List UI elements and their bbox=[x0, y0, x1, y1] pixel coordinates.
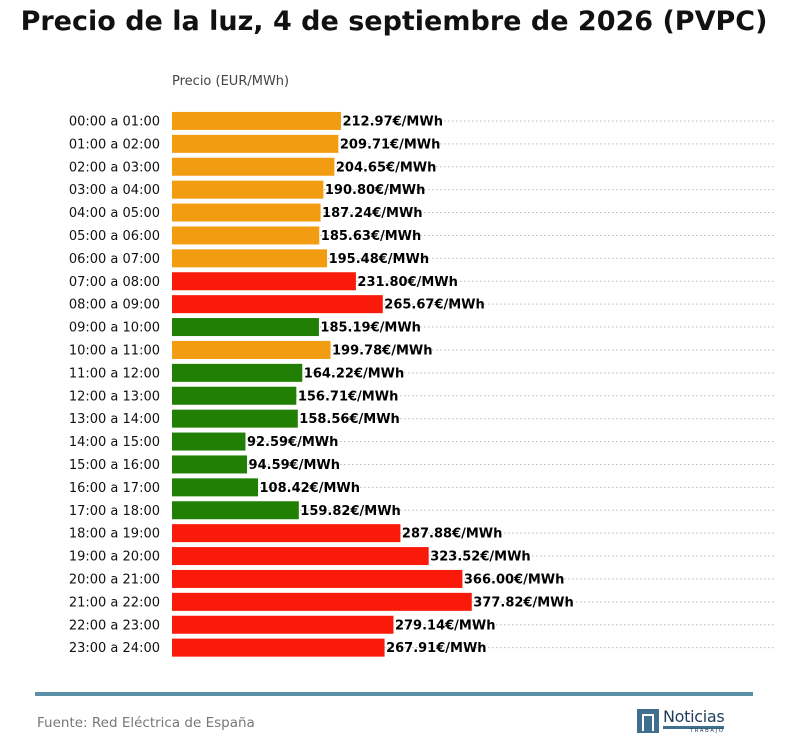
bar-13 bbox=[172, 409, 298, 428]
category-label: 04:00 a 05:00 bbox=[69, 206, 160, 221]
bar-4 bbox=[172, 203, 321, 222]
logo-mark-icon bbox=[637, 709, 659, 733]
source-note: Fuente: Red Eléctrica de España bbox=[37, 715, 255, 731]
bar-9 bbox=[172, 318, 319, 337]
bar-10 bbox=[172, 340, 331, 359]
value-label: 204.65€/MWh bbox=[336, 160, 437, 175]
value-label: 108.42€/MWh bbox=[260, 481, 361, 496]
logo-name: Noticias bbox=[663, 707, 725, 726]
bar-14 bbox=[172, 432, 246, 451]
bar-15 bbox=[172, 455, 248, 474]
bar-3 bbox=[172, 180, 324, 199]
category-label: 18:00 a 19:00 bbox=[69, 527, 160, 542]
value-label: 209.71€/MWh bbox=[340, 137, 441, 152]
logo-subtitle: TRABAJO bbox=[663, 726, 725, 735]
category-label: 22:00 a 23:00 bbox=[69, 618, 160, 633]
category-label: 20:00 a 21:00 bbox=[69, 572, 160, 587]
bar-5 bbox=[172, 226, 320, 245]
value-label: 159.82€/MWh bbox=[300, 504, 401, 519]
bar-6 bbox=[172, 249, 328, 268]
value-label: 195.48€/MWh bbox=[329, 252, 430, 267]
bar-8 bbox=[172, 295, 383, 314]
value-label: 185.19€/MWh bbox=[320, 321, 421, 336]
footer-divider bbox=[35, 692, 753, 696]
value-label: 92.59€/MWh bbox=[247, 435, 338, 450]
value-label: 231.80€/MWh bbox=[357, 275, 458, 290]
category-label: 19:00 a 20:00 bbox=[69, 550, 160, 565]
bar-19 bbox=[172, 547, 429, 566]
bar-7 bbox=[172, 272, 356, 291]
bar-17 bbox=[172, 501, 299, 520]
value-label: 187.24€/MWh bbox=[322, 206, 423, 221]
category-label: 11:00 a 12:00 bbox=[69, 366, 160, 381]
category-label: 03:00 a 04:00 bbox=[69, 183, 160, 198]
category-label: 14:00 a 15:00 bbox=[69, 435, 160, 450]
bar-1 bbox=[172, 134, 339, 153]
category-label: 08:00 a 09:00 bbox=[69, 298, 160, 313]
bar-21 bbox=[172, 592, 472, 611]
category-label: 12:00 a 13:00 bbox=[69, 389, 160, 404]
category-label: 21:00 a 22:00 bbox=[69, 595, 160, 610]
category-label: 05:00 a 06:00 bbox=[69, 229, 160, 244]
bar-11 bbox=[172, 363, 303, 382]
value-label: 94.59€/MWh bbox=[249, 458, 340, 473]
bar-0 bbox=[172, 111, 341, 130]
category-label: 17:00 a 18:00 bbox=[69, 504, 160, 519]
value-label: 265.67€/MWh bbox=[384, 298, 485, 313]
category-label: 01:00 a 02:00 bbox=[69, 137, 160, 152]
value-label: 164.22€/MWh bbox=[304, 366, 405, 381]
category-label: 13:00 a 14:00 bbox=[69, 412, 160, 427]
value-label: 156.71€/MWh bbox=[298, 389, 399, 404]
value-label: 323.52€/MWh bbox=[430, 550, 531, 565]
bar-16 bbox=[172, 478, 259, 497]
chart-title: Precio de la luz, 4 de septiembre de 202… bbox=[20, 6, 768, 37]
category-label: 07:00 a 08:00 bbox=[69, 275, 160, 290]
value-label: 267.91€/MWh bbox=[386, 641, 487, 656]
category-label: 16:00 a 17:00 bbox=[69, 481, 160, 496]
value-label: 158.56€/MWh bbox=[299, 412, 400, 427]
category-label: 23:00 a 24:00 bbox=[69, 641, 160, 656]
value-label: 279.14€/MWh bbox=[395, 618, 496, 633]
noticias-trabajo-logo: Noticias TRABAJO bbox=[637, 707, 725, 735]
category-label: 09:00 a 10:00 bbox=[69, 321, 160, 336]
value-label: 212.97€/MWh bbox=[342, 114, 443, 129]
bar-12 bbox=[172, 386, 297, 405]
value-label: 366.00€/MWh bbox=[464, 572, 564, 587]
value-label: 287.88€/MWh bbox=[402, 527, 503, 542]
category-label: 00:00 a 01:00 bbox=[69, 114, 160, 129]
value-label: 377.82€/MWh bbox=[473, 595, 574, 610]
category-label: 02:00 a 03:00 bbox=[69, 160, 160, 175]
bar-chart: 00:00 a 01:00 212.97€/MWh 01:00 a 02:00 209… bbox=[69, 111, 775, 657]
bar-18 bbox=[172, 524, 401, 543]
value-label: 190.80€/MWh bbox=[325, 183, 426, 198]
value-label: 199.78€/MWh bbox=[332, 343, 433, 358]
category-label: 06:00 a 07:00 bbox=[69, 252, 160, 267]
bar-23 bbox=[172, 638, 385, 657]
bar-2 bbox=[172, 157, 335, 176]
x-axis-label: Precio (EUR/MWh) bbox=[172, 74, 290, 89]
bar-22 bbox=[172, 615, 394, 634]
category-label: 10:00 a 11:00 bbox=[69, 343, 160, 358]
category-label: 15:00 a 16:00 bbox=[69, 458, 160, 473]
bar-20 bbox=[172, 569, 463, 588]
value-label: 185.63€/MWh bbox=[321, 229, 422, 244]
